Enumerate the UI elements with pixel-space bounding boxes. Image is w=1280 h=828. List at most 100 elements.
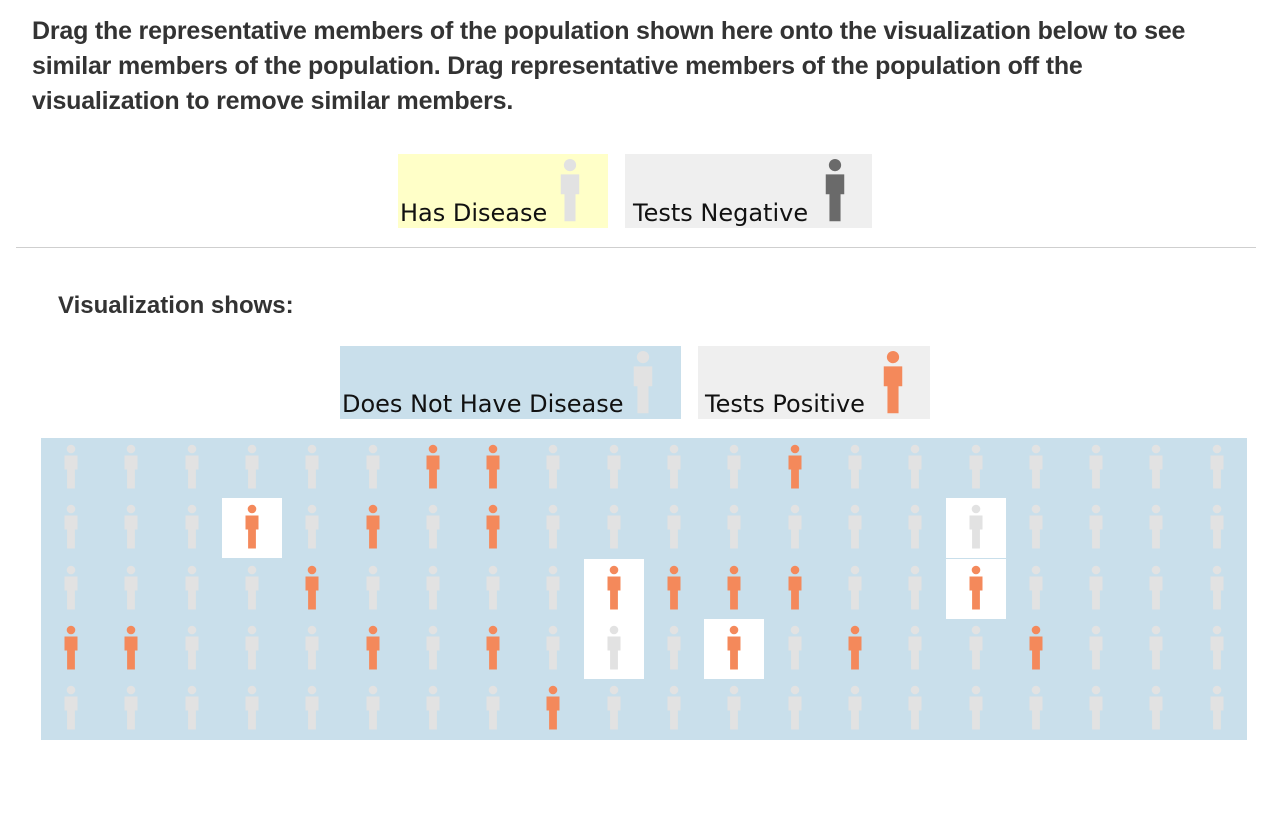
- population-cell-highlighted[interactable]: [583, 618, 644, 679]
- population-cell[interactable]: [282, 498, 342, 558]
- population-cell[interactable]: [1006, 679, 1066, 739]
- population-cell[interactable]: [584, 679, 644, 739]
- population-cell[interactable]: [343, 679, 403, 739]
- tests-positive-card[interactable]: Tests Positive: [698, 346, 930, 419]
- population-cell[interactable]: [282, 438, 342, 498]
- population-cell[interactable]: [825, 559, 885, 619]
- population-cell[interactable]: [1126, 619, 1186, 679]
- does-not-have-disease-card[interactable]: Does Not Have Disease: [340, 346, 681, 419]
- population-cell[interactable]: [41, 498, 101, 558]
- population-cell[interactable]: [101, 559, 161, 619]
- population-cell[interactable]: [1126, 498, 1186, 558]
- population-cell-highlighted[interactable]: [221, 498, 282, 559]
- population-cell[interactable]: [41, 559, 101, 619]
- population-cell[interactable]: [584, 498, 644, 558]
- population-cell[interactable]: [523, 619, 583, 679]
- tests-negative-card[interactable]: Tests Negative: [625, 154, 872, 228]
- population-cell[interactable]: [101, 619, 161, 679]
- population-cell[interactable]: [463, 498, 523, 558]
- population-cell-highlighted[interactable]: [704, 618, 765, 679]
- population-cell[interactable]: [463, 679, 523, 739]
- population-cell[interactable]: [704, 438, 764, 498]
- population-cell[interactable]: [825, 619, 885, 679]
- population-cell[interactable]: [41, 438, 101, 498]
- population-cell[interactable]: [704, 559, 764, 619]
- has-disease-card[interactable]: Has Disease: [398, 154, 608, 228]
- population-cell-highlighted[interactable]: [945, 498, 1006, 559]
- population-cell[interactable]: [523, 559, 583, 619]
- population-cell[interactable]: [403, 498, 463, 558]
- population-cell[interactable]: [704, 679, 764, 739]
- population-cell[interactable]: [1066, 498, 1126, 558]
- population-cell[interactable]: [403, 679, 463, 739]
- population-cell[interactable]: [222, 679, 282, 739]
- population-cell[interactable]: [1066, 619, 1126, 679]
- population-cell[interactable]: [343, 438, 403, 498]
- population-cell[interactable]: [282, 559, 342, 619]
- population-cell[interactable]: [403, 559, 463, 619]
- population-cell[interactable]: [1187, 438, 1247, 498]
- population-visualization[interactable]: [41, 438, 1247, 740]
- population-cell[interactable]: [162, 559, 222, 619]
- population-cell[interactable]: [765, 619, 825, 679]
- population-cell[interactable]: [162, 679, 222, 739]
- population-cell[interactable]: [1066, 679, 1126, 739]
- population-cell[interactable]: [825, 498, 885, 558]
- population-cell[interactable]: [101, 498, 161, 558]
- population-cell[interactable]: [523, 438, 583, 498]
- population-cell[interactable]: [765, 438, 825, 498]
- population-cell[interactable]: [1126, 438, 1186, 498]
- population-cell[interactable]: [523, 498, 583, 558]
- population-cell[interactable]: [343, 498, 403, 558]
- population-cell[interactable]: [644, 498, 704, 558]
- population-cell[interactable]: [946, 619, 1006, 679]
- population-cell[interactable]: [1187, 679, 1247, 739]
- population-cell[interactable]: [162, 438, 222, 498]
- population-cell[interactable]: [463, 619, 523, 679]
- population-cell[interactable]: [282, 619, 342, 679]
- population-cell[interactable]: [644, 619, 704, 679]
- population-cell[interactable]: [644, 679, 704, 739]
- population-cell[interactable]: [162, 619, 222, 679]
- population-cell[interactable]: [41, 619, 101, 679]
- population-cell[interactable]: [825, 438, 885, 498]
- population-cell[interactable]: [765, 498, 825, 558]
- population-cell[interactable]: [885, 498, 945, 558]
- population-cell[interactable]: [282, 679, 342, 739]
- population-cell[interactable]: [1187, 498, 1247, 558]
- population-cell[interactable]: [885, 559, 945, 619]
- population-cell[interactable]: [343, 559, 403, 619]
- population-cell[interactable]: [1066, 438, 1126, 498]
- population-cell[interactable]: [1006, 498, 1066, 558]
- population-cell[interactable]: [885, 619, 945, 679]
- population-cell[interactable]: [222, 559, 282, 619]
- population-cell[interactable]: [222, 619, 282, 679]
- population-cell[interactable]: [1187, 619, 1247, 679]
- population-cell[interactable]: [101, 679, 161, 739]
- population-cell[interactable]: [584, 438, 644, 498]
- population-cell[interactable]: [41, 679, 101, 739]
- population-cell[interactable]: [222, 438, 282, 498]
- population-cell[interactable]: [1006, 559, 1066, 619]
- population-cell-highlighted[interactable]: [945, 558, 1006, 619]
- population-cell[interactable]: [1187, 559, 1247, 619]
- population-cell[interactable]: [162, 498, 222, 558]
- population-cell[interactable]: [1126, 679, 1186, 739]
- population-cell[interactable]: [885, 679, 945, 739]
- population-cell[interactable]: [403, 438, 463, 498]
- population-cell[interactable]: [765, 679, 825, 739]
- population-cell[interactable]: [101, 438, 161, 498]
- population-cell[interactable]: [1006, 438, 1066, 498]
- population-cell[interactable]: [463, 559, 523, 619]
- population-cell[interactable]: [463, 438, 523, 498]
- population-cell[interactable]: [523, 679, 583, 739]
- population-cell[interactable]: [1066, 559, 1126, 619]
- population-cell[interactable]: [825, 679, 885, 739]
- population-cell[interactable]: [765, 559, 825, 619]
- population-cell[interactable]: [946, 438, 1006, 498]
- population-cell[interactable]: [644, 559, 704, 619]
- population-cell[interactable]: [885, 438, 945, 498]
- population-cell[interactable]: [946, 679, 1006, 739]
- population-cell-highlighted[interactable]: [583, 558, 644, 619]
- population-cell[interactable]: [403, 619, 463, 679]
